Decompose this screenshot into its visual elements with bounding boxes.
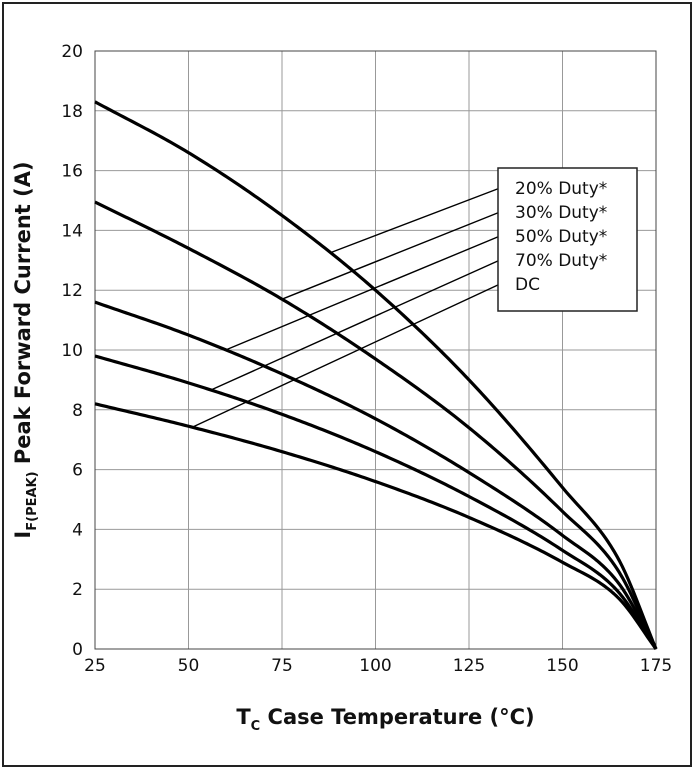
legend: 20% Duty* 30% Duty* 50% Duty* 70% Duty* DC	[497, 167, 638, 312]
legend-entry: 50% Duty*	[515, 227, 607, 247]
series-line-0	[94, 100, 658, 650]
series-line-3	[94, 354, 658, 650]
legend-entry: 30% Duty*	[515, 203, 607, 223]
leader-line	[191, 283, 501, 428]
y-tick-label: 14	[61, 221, 83, 241]
x-tick-label: 100	[359, 656, 391, 676]
series-line-2	[94, 300, 658, 650]
legend-entry: 70% Duty*	[515, 251, 607, 271]
x-tick-label: 75	[271, 656, 293, 676]
y-tick-label: 10	[61, 341, 83, 361]
series-layer	[94, 100, 658, 650]
series-line-1	[94, 200, 658, 650]
y-axis-title: IF(PEAK) Peak Forward Current (A)	[11, 161, 40, 538]
y-tick-label: 2	[72, 580, 83, 600]
chart: 25 50 75 100 125 150 175 0 2 4 6 8 10 12 14 16 18 20 20%…	[11, 42, 672, 734]
leader-line	[225, 235, 501, 351]
x-tick-labels: 25 50 75 100 125 150 175	[84, 656, 672, 676]
y-tick-label: 0	[72, 640, 83, 660]
y-tick-label: 16	[61, 162, 83, 182]
y-tick-label: 6	[72, 461, 83, 481]
y-axis-title-main: I	[11, 531, 35, 539]
leader-layer	[191, 187, 501, 428]
series-line-4	[94, 402, 658, 650]
x-tick-label: 125	[453, 656, 485, 676]
leader-line	[281, 211, 501, 300]
y-tick-label: 20	[61, 42, 83, 62]
grid	[94, 50, 657, 650]
y-tick-label: 18	[61, 102, 83, 122]
x-axis-title-rest: Case Temperature (°C)	[260, 705, 534, 729]
leader-line	[210, 259, 501, 391]
x-axis-title-sub: C	[251, 719, 261, 734]
x-tick-label: 150	[546, 656, 578, 676]
y-tick-label: 12	[61, 281, 83, 301]
plot-border	[94, 50, 657, 650]
y-tick-labels: 0 2 4 6 8 10 12 14 16 18 20	[61, 42, 83, 660]
x-axis-title: TC Case Temperature (°C)	[236, 705, 534, 734]
x-axis-title-main: T	[236, 705, 251, 729]
legend-entry: 20% Duty*	[515, 179, 607, 199]
x-tick-label: 50	[178, 656, 200, 676]
y-axis-title-sub: F(PEAK)	[25, 471, 40, 530]
leader-line	[330, 187, 501, 254]
y-tick-label: 4	[72, 520, 83, 540]
legend-entry: DC	[515, 275, 540, 295]
x-tick-label: 25	[84, 656, 106, 676]
legend-box	[497, 167, 638, 312]
y-axis-title-rest: Peak Forward Current (A)	[11, 161, 35, 471]
x-tick-label: 175	[640, 656, 672, 676]
y-tick-label: 8	[72, 401, 83, 421]
